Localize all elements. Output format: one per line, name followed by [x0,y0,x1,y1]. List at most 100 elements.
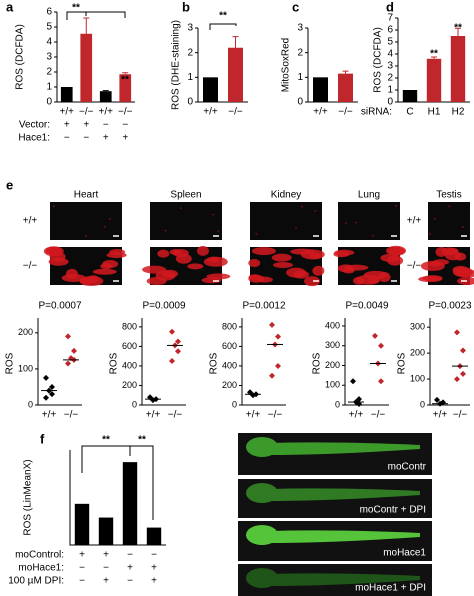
bar [228,47,243,102]
image-title: Lung [358,190,380,201]
y-tick-label: 400 [222,360,237,370]
signal [169,249,182,256]
fish-body [270,488,420,501]
y-tick-label: 2 [46,67,52,78]
x-tick-label: −/− [168,410,183,421]
y-tick-label: 0 [387,97,393,108]
condition-sign: − [79,563,85,574]
image-title: Kidney [271,190,302,201]
bar [80,33,93,102]
bracket [130,445,154,520]
signal [196,245,209,256]
data-point [275,333,281,340]
y-tick-label: 0 [420,399,425,409]
signal [312,265,325,276]
annotation: ** [138,435,146,446]
y-tick-label: 1 [46,82,52,93]
signal [433,217,436,220]
panel-letter: a [6,0,14,14]
y-axis-label: ROS (LinMeanX) [23,459,34,535]
p-value: P=0.0009 [142,301,186,312]
signal [388,247,405,256]
signal [395,204,398,207]
x-tick-label: −/− [64,410,79,421]
image-label: moContr [388,462,427,473]
y-tick-label: 600 [222,341,237,351]
error-bar [342,70,349,74]
y-tick-label: 6 [387,25,393,36]
signal [255,232,258,235]
panel-letter: e [6,177,13,192]
bar [99,91,112,102]
condition-sign: − [127,576,133,587]
y-axis-label: ROS [397,352,408,374]
y-axis-label: ROS [209,352,220,374]
y-axis-label: MitoSoxRed [281,38,292,92]
condition-sign: − [79,576,85,587]
axis [429,318,470,406]
signal [344,222,347,225]
error-bar [431,56,437,59]
condition-sign: − [127,550,133,561]
condition-sign: + [64,120,70,131]
x-tick-label: +/+ [313,107,328,118]
condition-label: Vector: [19,120,50,131]
y-tick-label: 0 [46,97,52,108]
condition-sign: + [79,550,85,561]
y-tick-label: 400 [325,320,340,330]
y-tick-label: 100 [410,373,425,383]
error-bar [455,27,461,36]
data-point [65,333,71,340]
signal [342,267,355,274]
data-point [169,328,175,335]
y-tick-label: 6 [46,7,52,18]
annotation: ** [219,11,227,22]
x-tick-label: +/+ [42,410,57,421]
data-point [350,378,356,385]
signal [109,249,126,256]
signal [256,276,273,283]
signal [380,253,401,262]
y-tick-label: 600 [122,341,137,351]
x-tick-label: +/+ [349,410,364,421]
signal [304,276,321,287]
data-point [378,342,384,349]
y-tick-label: 100 [18,363,33,373]
image-label: moHace1 [383,548,426,559]
image-title: Testis [436,190,462,201]
y-tick-label: 200 [122,380,137,390]
y-tick-label: 3 [297,23,303,34]
data-point [275,362,281,369]
annotation: ** [121,75,129,86]
y-tick-label: 5 [46,22,52,33]
error-bar [102,90,109,92]
x-tick-label: +/+ [60,107,75,118]
y-tick-label: 300 [325,340,340,350]
signal [146,277,167,286]
bar [74,503,90,545]
condition-sign: + [83,120,89,131]
y-tick-label: 3 [387,61,393,72]
signal [79,276,104,287]
x-tick-label: −/− [228,107,243,118]
y-axis-label: ROS (DCFDA) [373,27,384,93]
condition-sign: − [64,133,70,144]
error-bar [232,36,239,48]
fish-body [270,573,420,586]
condition-sign: − [122,120,128,131]
signal [435,246,448,257]
x-tick-label: −/− [338,107,353,118]
signal [461,225,464,228]
data-point [460,347,466,354]
panel-letter: b [182,0,190,14]
y-tick-label: 100 [325,380,340,390]
y-axis-label: ROS [312,352,323,374]
x-tick-label: +/+ [246,410,261,421]
y-tick-label: 1 [187,72,193,83]
signal [248,259,261,268]
condition-label: 100 µM DPI: [8,576,64,587]
signal [175,253,192,264]
data-point [372,332,378,339]
y-tick-label: 7 [387,13,393,24]
signal [142,265,167,274]
